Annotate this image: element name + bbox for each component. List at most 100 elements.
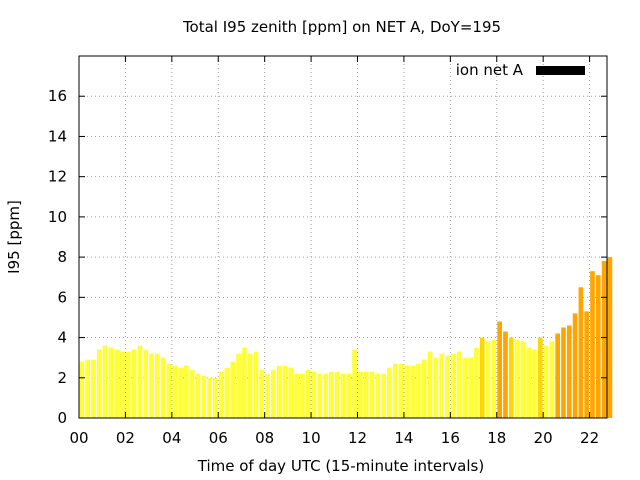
bar [114, 349, 120, 418]
bar [155, 353, 160, 418]
bar [474, 347, 479, 418]
bar [497, 321, 502, 418]
bar [439, 353, 444, 418]
y-tick-label: 8 [57, 248, 67, 266]
bar [201, 375, 207, 418]
bar [207, 377, 212, 418]
bar [549, 341, 555, 418]
y-tick-label: 14 [48, 127, 67, 145]
bar [479, 337, 485, 418]
chart-title: Total I95 zenith [ppm] on NET A, DoY=195 [182, 18, 501, 36]
bar [358, 371, 363, 418]
bar [450, 353, 456, 418]
bar [265, 373, 270, 418]
bar [375, 373, 381, 418]
bar [578, 287, 584, 418]
y-tick-label: 2 [57, 369, 67, 387]
bar [445, 355, 450, 418]
x-tick-label: 06 [209, 429, 228, 447]
x-tick-label: 00 [69, 429, 88, 447]
bar [503, 331, 508, 418]
bar [561, 327, 566, 418]
bar [91, 359, 96, 418]
x-tick-label: 20 [534, 429, 553, 447]
x-tick-label: 22 [580, 429, 599, 447]
y-axis-label: I95 [ppm] [5, 200, 23, 274]
bar [456, 351, 462, 418]
bar [102, 345, 108, 418]
bar [149, 353, 154, 418]
bar [381, 373, 386, 418]
bar [236, 353, 241, 418]
bar [218, 371, 224, 418]
bar [178, 367, 183, 418]
bar [514, 339, 520, 418]
bar [242, 347, 247, 418]
bar [311, 371, 317, 418]
bar [329, 371, 334, 418]
bar [143, 349, 149, 418]
x-tick-label: 02 [116, 429, 135, 447]
x-tick-label: 14 [394, 429, 413, 447]
x-tick-label: 10 [302, 429, 321, 447]
bar [462, 357, 468, 418]
bar [137, 345, 143, 418]
y-tick-label: 4 [57, 329, 67, 347]
x-tick-label: 12 [348, 429, 367, 447]
bar [317, 373, 323, 418]
bar [392, 363, 398, 418]
bar [398, 363, 404, 418]
y-tick-label: 0 [57, 409, 67, 427]
bar [282, 365, 288, 418]
bar [491, 339, 497, 418]
bar [276, 365, 282, 418]
bar [584, 311, 590, 418]
bar [346, 373, 352, 418]
bar [532, 349, 537, 418]
bar [79, 361, 85, 418]
bar [601, 261, 607, 418]
bar [288, 367, 294, 418]
x-axis-label: Time of day UTC (15-minute intervals) [197, 457, 484, 475]
bar [166, 363, 172, 418]
legend: ion net A [456, 61, 585, 79]
y-tick-label: 12 [48, 168, 67, 186]
bar [131, 349, 137, 418]
bar [160, 357, 166, 418]
bar [590, 271, 595, 418]
x-tick-label: 04 [162, 429, 181, 447]
bar [294, 373, 299, 418]
bar [224, 367, 230, 418]
bar [468, 357, 473, 418]
bar [189, 369, 195, 418]
bar [305, 369, 311, 418]
legend-swatch [536, 66, 585, 75]
bar [555, 333, 561, 418]
bar [300, 373, 305, 418]
bar [526, 347, 531, 418]
bar [508, 337, 514, 418]
bar [421, 359, 427, 418]
bar [85, 359, 91, 418]
bar [108, 347, 114, 418]
bar [125, 351, 131, 418]
bar [323, 373, 328, 418]
bar [572, 313, 578, 418]
bar [213, 377, 218, 418]
bar [271, 369, 276, 418]
bar [184, 365, 189, 418]
bar [543, 345, 549, 418]
bar [537, 337, 543, 418]
bar [259, 369, 265, 418]
bar [247, 353, 253, 418]
x-tick-label: 08 [255, 429, 274, 447]
y-tick-label: 16 [48, 87, 67, 105]
bar [363, 371, 369, 418]
bar [334, 371, 340, 418]
bar [340, 373, 346, 418]
y-tick-label: 10 [48, 208, 67, 226]
bars-layer [79, 257, 613, 418]
bar [352, 349, 357, 418]
